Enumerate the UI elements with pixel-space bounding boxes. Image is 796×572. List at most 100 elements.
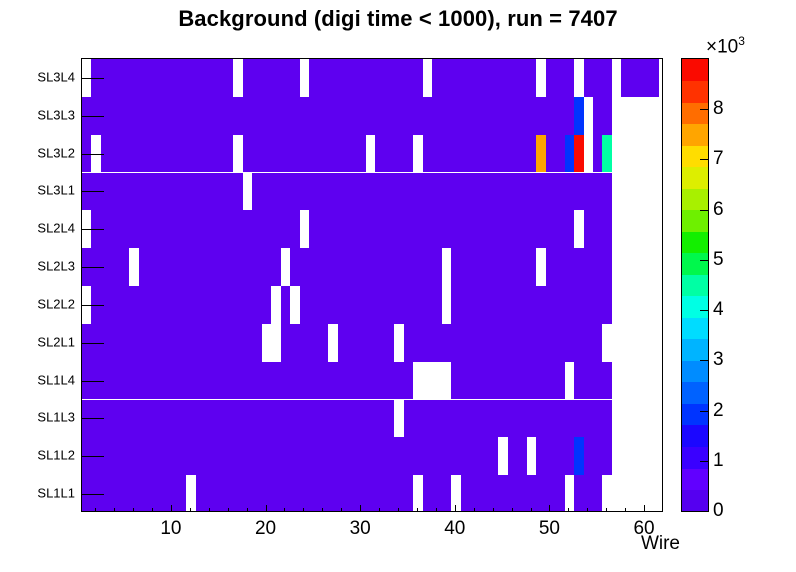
heatmap-empty-cell (611, 286, 662, 324)
palette-band (682, 188, 708, 211)
palette-band (682, 317, 708, 340)
heatmap-empty-cell (611, 210, 662, 249)
heatmap-empty-cell (129, 248, 139, 286)
heatmap-empty-cell (526, 437, 537, 476)
y-axis-tick (82, 115, 104, 117)
plot-title: Background (digi time < 1000), run = 740… (178, 6, 618, 31)
x-axis-major-tick (454, 505, 456, 512)
heatmap-empty-cell (611, 134, 662, 173)
palette-band (682, 80, 708, 103)
palette-band (682, 489, 708, 511)
heatmap-row-base (82, 248, 662, 286)
x-axis-minor-tick (208, 508, 210, 512)
x-axis-minor-tick (530, 508, 532, 512)
palette-tick (700, 460, 709, 462)
y-axis-tick (82, 77, 104, 79)
x-axis-minor-tick (284, 508, 286, 512)
heatmap-hot-cell (574, 96, 584, 135)
x-axis-minor-tick (227, 508, 229, 512)
palette-band (682, 252, 708, 275)
heatmap-empty-cell (611, 59, 622, 97)
x-axis-major-tick (360, 505, 362, 512)
x-axis-minor-tick (587, 508, 589, 512)
heatmap-empty-cell (602, 323, 612, 362)
heatmap-empty-cell (441, 248, 452, 286)
palette-tick (700, 159, 709, 161)
heatmap-empty-cell (611, 248, 662, 286)
palette-exponent-base: ×10 (706, 36, 739, 58)
palette-label-4: 4 (713, 299, 724, 321)
palette-band (682, 338, 708, 361)
heatmap-empty-cell (233, 134, 243, 173)
x-axis-major-tick (170, 505, 172, 512)
palette-band (682, 446, 708, 469)
heatmap-row-base (82, 323, 662, 362)
heatmap-empty-cell (299, 59, 310, 97)
x-axis-major-tick (644, 505, 646, 512)
y-axis-label-sl3l1: SL3L1 (37, 182, 75, 198)
heatmap-empty-cell (413, 475, 423, 511)
heatmap-empty-cell (611, 96, 662, 135)
y-axis-label-sl2l4: SL2L4 (37, 220, 75, 236)
heatmap-row-base (82, 59, 662, 97)
heatmap-empty-cell (271, 286, 281, 324)
palette-label-7: 7 (713, 148, 724, 170)
heatmap-row-base (82, 475, 662, 511)
palette-band (682, 381, 708, 404)
x-axis-label-60: 60 (633, 518, 655, 539)
palette-band (682, 424, 708, 447)
y-axis-tick (82, 456, 104, 458)
heatmap-empty-cell (280, 248, 291, 286)
heatmap-empty-cell (422, 59, 433, 97)
heatmap-empty-cell (602, 475, 662, 511)
y-axis-tick (82, 342, 104, 344)
heatmap-cells (82, 59, 662, 511)
x-axis-minor-tick (379, 508, 381, 512)
palette-label-1: 1 (713, 449, 724, 471)
y-axis-label-sl1l3: SL1L3 (37, 409, 75, 425)
heatmap-row-base (82, 210, 662, 249)
heatmap-hot-cell (564, 134, 575, 173)
y-axis-label-sl1l4: SL1L4 (37, 372, 75, 388)
heatmap-row-base (82, 437, 662, 476)
palette-band (682, 231, 708, 254)
heatmap-empty-cell (290, 286, 300, 324)
heatmap-empty-cell (394, 399, 404, 438)
x-axis-minor-tick (568, 508, 570, 512)
heatmap-empty-cell (611, 361, 662, 400)
x-axis-minor-tick (398, 508, 400, 512)
heatmap-empty-cell (659, 59, 662, 97)
x-axis-minor-tick (303, 508, 305, 512)
heatmap-empty-cell (611, 437, 662, 476)
heatmap-empty-cell (365, 134, 376, 173)
palette-label-0: 0 (713, 500, 724, 521)
heatmap-empty-cell (564, 361, 575, 400)
heatmap-empty-cell (233, 59, 243, 97)
heatmap-row-base (82, 361, 662, 400)
heatmap-empty-cell (583, 134, 593, 173)
x-axis-minor-tick (511, 508, 513, 512)
y-axis-label-sl2l1: SL2L1 (37, 334, 75, 350)
x-axis-label-20: 20 (254, 518, 277, 539)
y-axis-label-sl2l2: SL2L2 (37, 296, 75, 312)
heatmap-empty-cell (574, 59, 584, 97)
heatmap-row-base (82, 399, 662, 438)
y-axis-tick (82, 267, 104, 269)
heatmap-empty-cell (299, 210, 310, 249)
palette-label-8: 8 (713, 98, 724, 120)
heatmap-empty-cell (261, 323, 281, 362)
x-axis-label-30: 30 (349, 518, 371, 539)
palette-tick (700, 360, 709, 362)
palette-label-3: 3 (713, 349, 724, 371)
heatmap-row-base (82, 286, 662, 324)
heatmap-empty-cell (413, 361, 452, 400)
palette-exponent-label: ×103 (706, 34, 745, 58)
y-axis-tick (82, 229, 104, 231)
x-axis-label-40: 40 (444, 518, 466, 539)
palette-band (682, 360, 708, 383)
x-axis: 10 20 30 40 50 60 (81, 505, 663, 539)
palette-tick (700, 259, 709, 261)
x-axis-label-10: 10 (160, 518, 182, 539)
heatmap-empty-cell (186, 475, 196, 511)
x-axis-minor-tick (246, 508, 248, 512)
